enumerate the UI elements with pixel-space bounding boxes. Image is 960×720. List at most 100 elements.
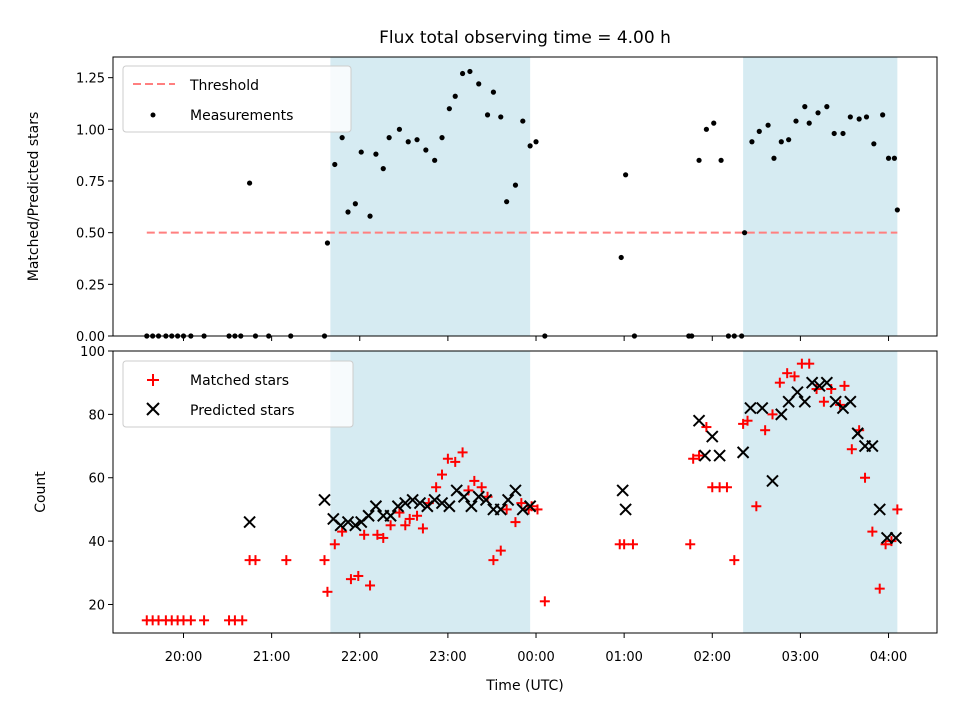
matched-point [839,380,850,391]
matched-point [694,450,705,461]
predicted-point [399,496,412,510]
measurement-point [439,135,445,141]
measurement-point [711,120,717,126]
measurement-point [459,70,466,77]
measurement-point [840,130,846,137]
predicted-point [619,503,632,516]
predicted-point [334,519,347,532]
x-tick-label: 03:00 [782,650,819,665]
measurements-legend-swatch [150,112,156,118]
predicted-point [457,490,471,503]
matched-point [688,453,699,464]
y-tick-label: 80 [88,408,105,423]
predicted-point [756,401,769,415]
matched-point [495,545,506,556]
measurement-point [386,135,392,141]
top-shaded-regions [330,57,898,336]
x-axis-label: Time (UTC) [485,678,563,694]
matched-point [804,358,815,369]
measurement-point [749,139,755,145]
measurement-point [863,114,870,120]
bottom-x-ticks: 20:00 21:00 22:00 23:00 00:00 01:00 02:00 03:00… [165,633,907,665]
x-tick-label: 23:00 [429,650,466,665]
predicted-point [873,503,886,516]
measurement-point [824,104,830,110]
matched-point [516,498,527,509]
top-y-axis-label: Matched/Predicted stars [26,112,42,282]
measurement-point [885,155,892,161]
measurement-point [452,93,458,99]
matched-point [353,570,364,581]
predicted-point [713,449,726,462]
matched-point [488,555,499,566]
predicted-point [391,500,405,513]
measurement-point [246,180,253,186]
predicted-point [889,531,903,545]
measurement-point [871,141,877,147]
matched-point [185,615,196,626]
bottom-legend-box [122,360,354,428]
predicted-point [698,449,712,462]
measurement-point [414,137,420,143]
bottom-y-axis-label: Count [33,471,49,513]
bottom-y-ticks: 20 40 60 80 100 [80,345,113,613]
shaded-region [743,351,898,633]
predicted-point [844,395,857,408]
measurement-point [831,130,837,137]
predicted-point [369,500,383,513]
measurement-point [703,126,709,132]
predicted-point [349,519,362,532]
predicted-legend-swatch [146,402,160,416]
measurement-point [765,122,771,128]
matched-point [789,371,800,382]
matched-point [450,456,461,467]
measurement-point [367,213,373,219]
matched-point [359,529,370,540]
matched-point [457,447,468,458]
chart-title: Flux total observing time = 4.00 h [379,28,671,48]
y-tick-label: 20 [88,598,105,613]
y-tick-label: 0.50 [76,227,105,242]
predicted-point [798,395,812,408]
matched-point [767,409,778,420]
predicted-point [820,376,834,389]
matched-point [404,513,415,524]
matched-point [526,501,537,512]
matched-point [412,510,423,521]
y-tick-label: 60 [88,472,105,487]
x-tick-label: 21:00 [253,650,290,665]
predicted-point [501,493,515,507]
matched-point [476,482,487,493]
predicted-point [744,401,757,415]
matched-point [874,583,885,594]
measurement-point [484,112,491,118]
measurement-point [345,209,351,215]
predicted-point [362,509,375,522]
matched-point [250,555,261,566]
predicted-point [428,493,441,507]
predicted-point [851,427,864,440]
matched-point [501,504,512,515]
threshold-legend-label: Threshold [189,78,259,94]
measurement-point [793,118,799,124]
y-tick-label: 40 [88,535,105,550]
measurement-point [512,182,519,188]
predicted-point [791,385,804,399]
bottom-shaded-regions [330,351,898,633]
predicted-point [706,430,719,443]
matched-points [141,358,903,626]
shaded-region [330,57,531,336]
predicted-point [435,496,449,510]
measurement-point [815,110,821,116]
matched-point [860,472,871,483]
matched-point [721,482,732,493]
measurement-point [339,135,345,141]
matched-point [442,453,453,464]
matched-point [329,539,340,550]
matched-point [199,615,210,626]
measurement-point [352,201,358,207]
predicted-point [766,474,779,488]
top-x-ticks [183,336,890,341]
top-legend: Threshold Measurements [122,65,352,133]
predicted-legend-label: Predicted stars [190,403,295,419]
